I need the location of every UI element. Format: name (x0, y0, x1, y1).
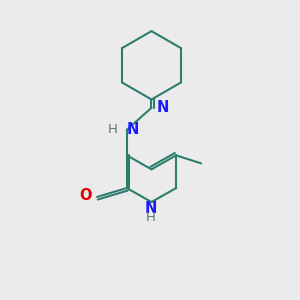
Text: H: H (146, 211, 156, 224)
Text: O: O (79, 188, 92, 203)
Text: H: H (108, 123, 118, 136)
Text: N: N (145, 201, 157, 216)
Text: N: N (157, 100, 169, 115)
Text: N: N (127, 122, 139, 137)
